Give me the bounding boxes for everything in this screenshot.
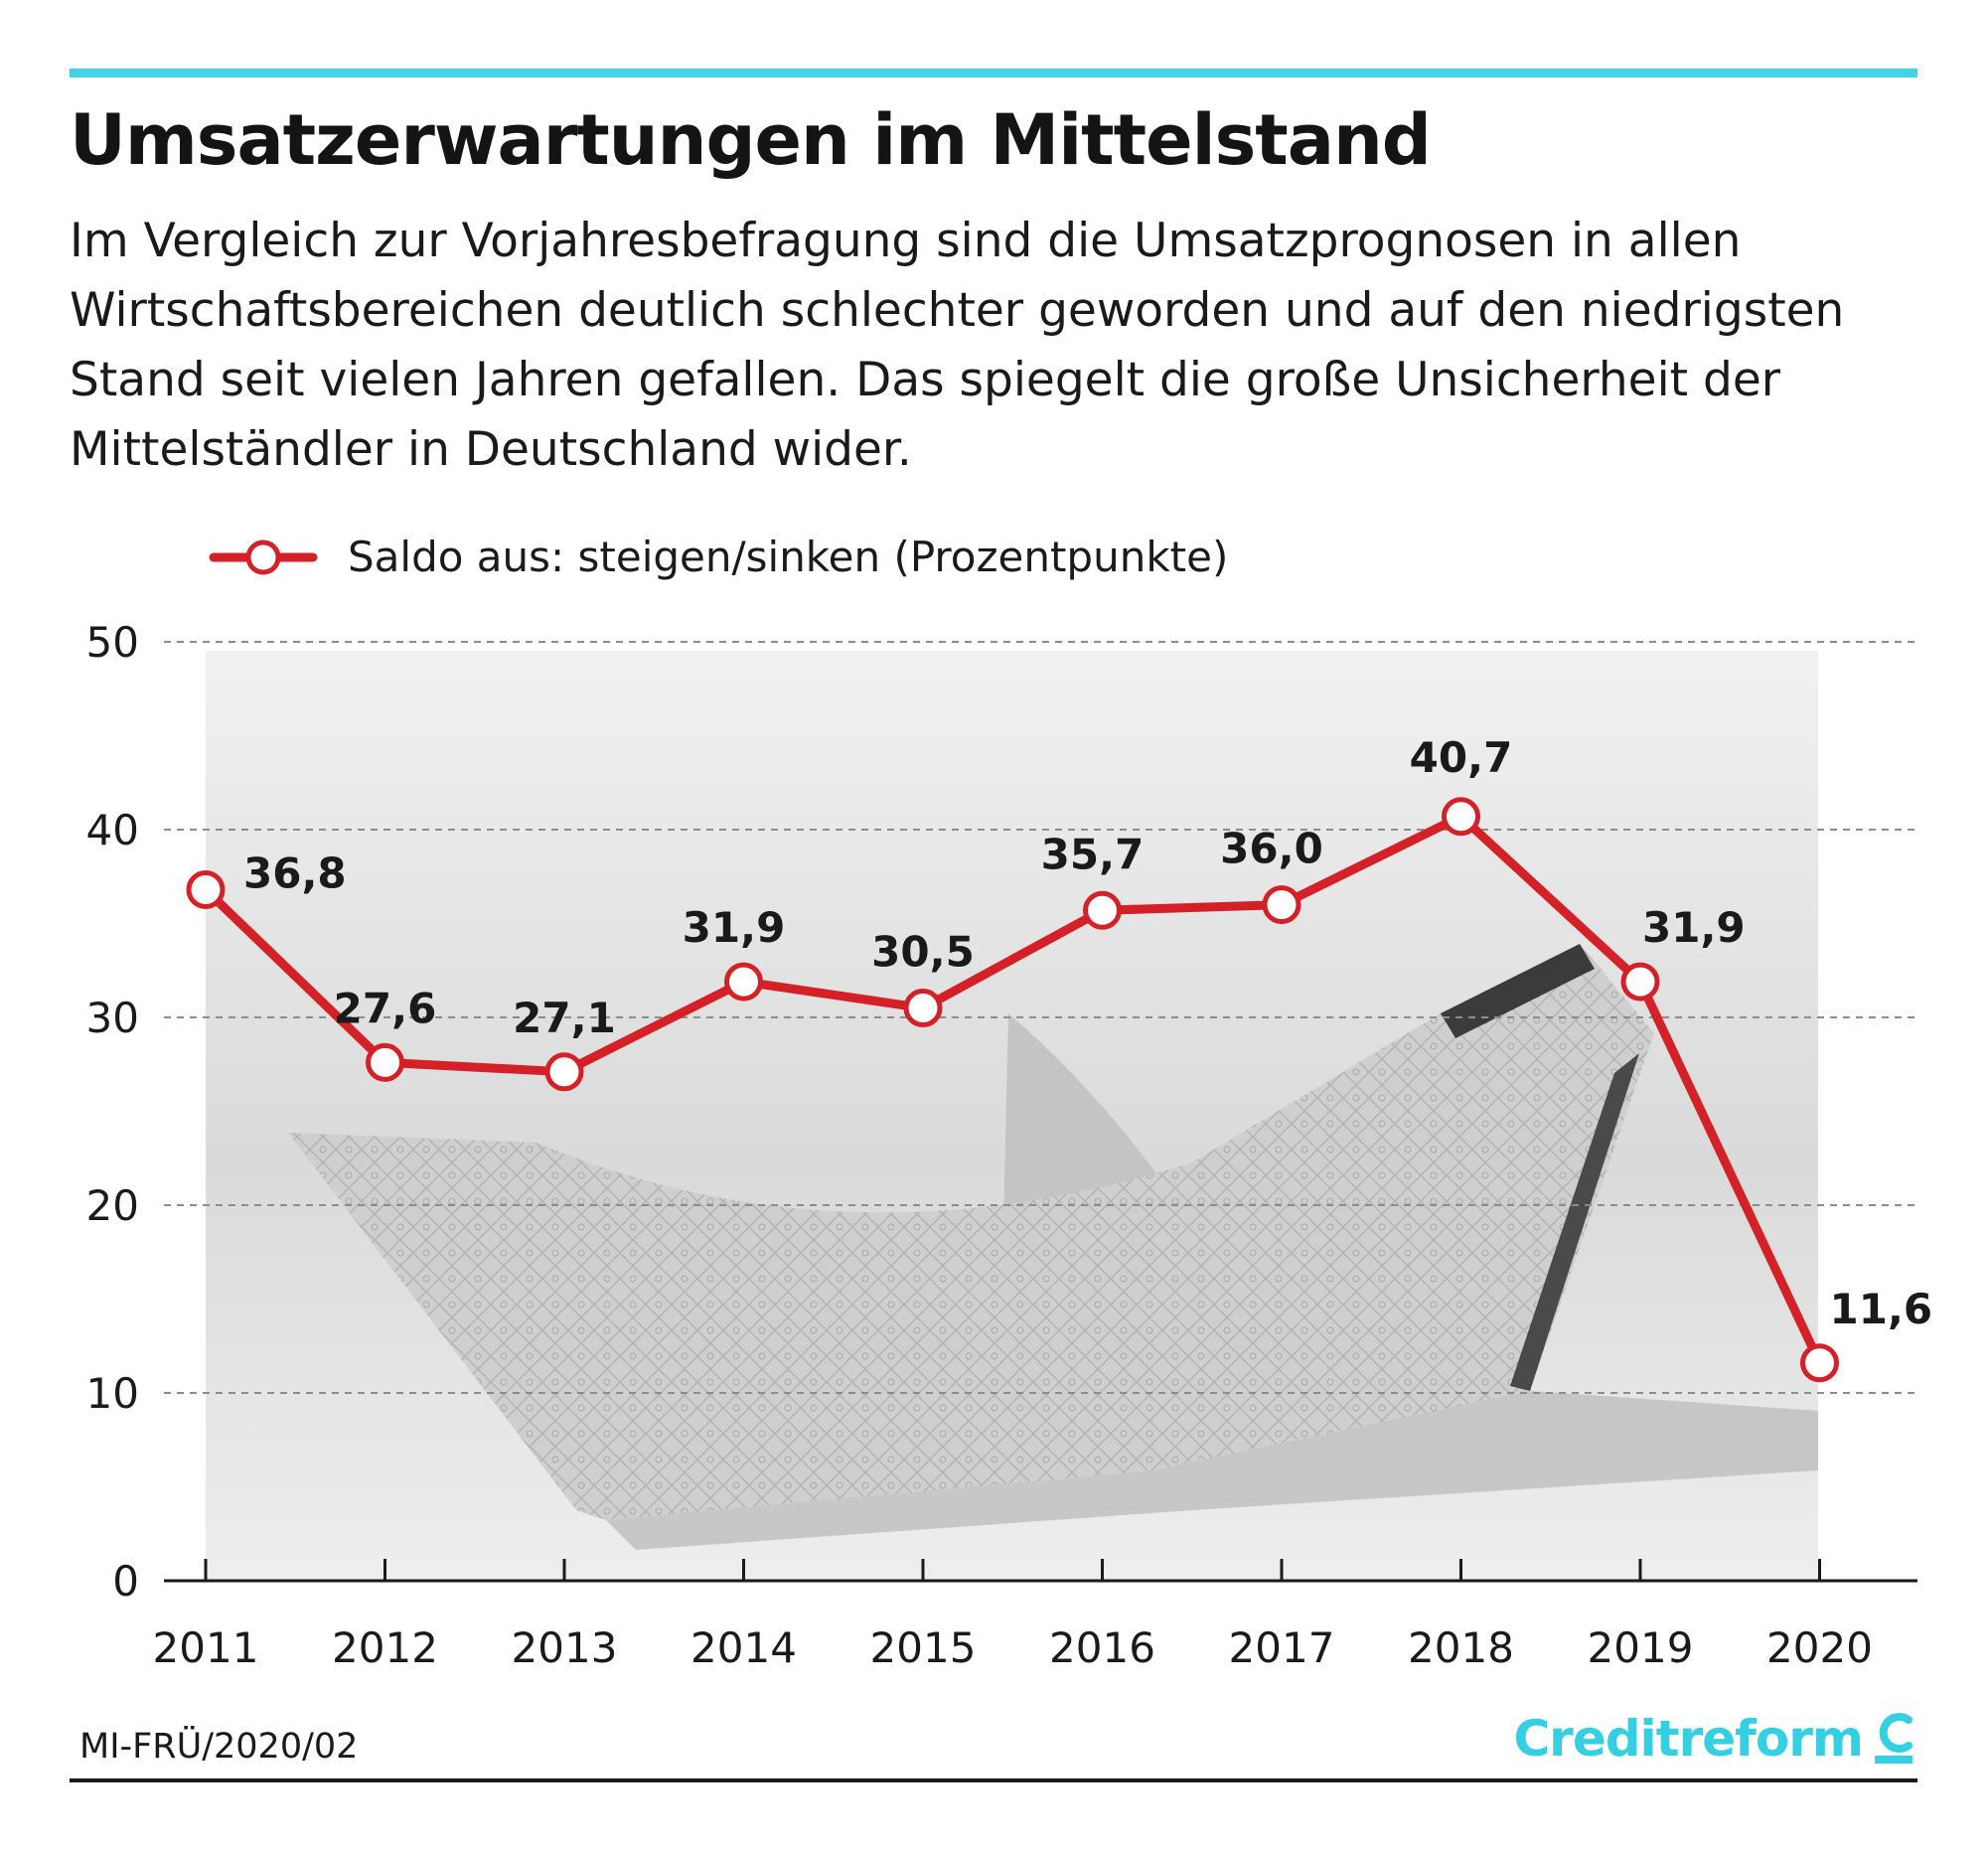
legend: Saldo aus: steigen/sinken (Prozentpunkte… <box>209 533 1228 581</box>
x-tick-label-2013: 2013 <box>512 1623 618 1672</box>
x-axis-tick-labels: 2011 2012 2013 2014 2015 2016 2017 2018 2019 2020 <box>153 1623 1873 1672</box>
data-label-2019: 31,9 <box>1642 903 1746 952</box>
data-point-2019 <box>1620 962 1660 1002</box>
data-point-2015 <box>903 989 943 1028</box>
data-label-2014: 31,9 <box>683 903 786 952</box>
data-label-2011: 36,8 <box>243 848 347 897</box>
data-label-2017: 36,0 <box>1220 825 1323 873</box>
data-label-2013: 27,1 <box>513 994 616 1042</box>
data-labels: 36,8 27,6 27,1 31,9 30,5 35,7 36,0 40,7 31,9 11,6 <box>243 733 1932 1333</box>
x-tick-label-2011: 2011 <box>153 1623 259 1672</box>
chart-subtitle: Im Vergleich zur Vorjahresbefragung sind… <box>70 214 1845 477</box>
data-point-2012 <box>366 1042 404 1082</box>
x-tick-label-2014: 2014 <box>690 1623 797 1672</box>
x-tick-label-2019: 2019 <box>1588 1623 1694 1672</box>
data-point-2017 <box>1262 885 1301 925</box>
x-tick-label-2015: 2015 <box>870 1623 977 1672</box>
chart-title: Umsatzerwartungen im Mittelstand <box>70 99 1432 181</box>
creditreform-logo: Creditreform <box>1513 1709 1916 1769</box>
data-label-2012: 27,6 <box>334 984 437 1032</box>
data-label-2015: 30,5 <box>871 928 975 977</box>
y-gridlines <box>164 641 1917 1394</box>
x-tick-label-2016: 2016 <box>1049 1623 1155 1672</box>
y-tick-label-40: 40 <box>86 806 139 854</box>
y-tick-label-20: 20 <box>86 1181 139 1230</box>
y-tick-label-0: 0 <box>112 1557 139 1606</box>
background-photo <box>206 651 1818 1581</box>
data-point-2020 <box>1800 1343 1839 1383</box>
series-points <box>186 797 1839 1383</box>
y-axis-tick-labels: 0 10 20 30 40 50 <box>86 618 139 1606</box>
y-tick-label-10: 10 <box>86 1369 139 1418</box>
source-code: MI-FRÜ/2020/02 <box>79 1727 359 1767</box>
x-axis-ticks <box>204 1559 1821 1581</box>
legend-marker <box>245 539 281 575</box>
x-tick-label-2017: 2017 <box>1229 1623 1335 1672</box>
legend-label: Saldo aus: steigen/sinken (Prozentpunkte… <box>348 533 1228 581</box>
data-point-2018 <box>1442 797 1480 837</box>
x-tick-label-2020: 2020 <box>1766 1623 1873 1672</box>
logo-text: Creditreform <box>1513 1710 1864 1768</box>
y-tick-label-30: 30 <box>86 994 139 1042</box>
data-label-2018: 40,7 <box>1410 733 1513 782</box>
y-tick-label-50: 50 <box>86 618 139 667</box>
data-label-2020: 11,6 <box>1830 1285 1933 1333</box>
logo-mark-icon <box>1875 1713 1912 1764</box>
paper-boat-side <box>1510 1053 1639 1391</box>
paper-boat-shadow <box>606 1391 1818 1550</box>
data-label-2016: 35,7 <box>1041 830 1145 878</box>
data-point-2011 <box>186 869 226 909</box>
data-point-2016 <box>1083 890 1122 930</box>
paper-boat-rim <box>1441 944 1595 1038</box>
data-point-2013 <box>544 1052 584 1092</box>
bottom-rule <box>70 1778 1917 1782</box>
paper-boat-hull <box>288 944 1654 1520</box>
top-accent-rule <box>70 69 1917 77</box>
x-tick-label-2012: 2012 <box>332 1623 438 1672</box>
x-tick-label-2018: 2018 <box>1408 1623 1514 1672</box>
data-point-2014 <box>724 962 763 1002</box>
series-line <box>201 812 1824 1368</box>
